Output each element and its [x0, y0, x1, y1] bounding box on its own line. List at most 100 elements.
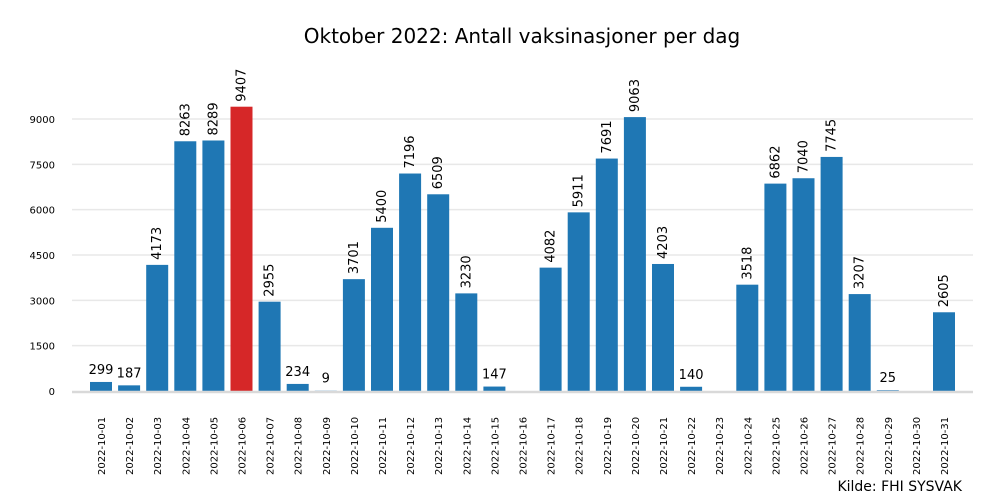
x-tick-label: 2022-10-25 — [771, 417, 782, 475]
bar-2022-10-20 — [623, 117, 646, 391]
y-tick-label: 4500 — [30, 251, 55, 262]
bar-2022-10-24 — [736, 284, 759, 391]
value-label: 234 — [285, 365, 310, 380]
bar-2022-10-22 — [680, 386, 703, 391]
bar-2022-10-15 — [483, 386, 506, 391]
y-tick-label: 9000 — [30, 115, 55, 126]
bar-2022-10-27 — [820, 156, 843, 391]
value-label: 6862 — [768, 146, 783, 179]
bar-2022-10-13 — [427, 194, 450, 391]
bar-2022-10-14 — [455, 293, 478, 391]
bar-2022-10-28 — [848, 294, 871, 391]
x-tick-label: 2022-10-05 — [209, 417, 220, 475]
x-tick-label: 2022-10-18 — [575, 417, 586, 475]
x-tick-label: 2022-10-08 — [294, 417, 305, 475]
x-tick-label: 2022-10-24 — [743, 417, 754, 475]
value-labels: 299 187 4173 8263 8289 9407 2955 234 9 3701 5400 71… — [89, 69, 952, 387]
x-tick-label: 2022-10-30 — [912, 417, 923, 475]
value-label: 7196 — [403, 135, 418, 168]
value-label: 6509 — [431, 156, 446, 189]
bar-2022-10-17 — [539, 267, 562, 391]
source-note: Kilde: FHI SYSVAK — [837, 479, 962, 495]
x-tick-label: 2022-10-10 — [350, 417, 361, 475]
bar-2022-10-05 — [202, 140, 225, 391]
x-tick-label: 2022-10-29 — [884, 417, 895, 475]
x-tick-label: 2022-10-21 — [659, 417, 670, 475]
x-tick-label: 2022-10-28 — [856, 417, 867, 475]
bar-2022-10-06 — [230, 106, 253, 391]
bar-2022-10-18 — [567, 212, 590, 391]
bar-2022-10-07 — [258, 301, 281, 391]
value-label: 2605 — [937, 274, 952, 307]
x-tick-label: 2022-10-14 — [462, 417, 473, 475]
value-label: 9063 — [628, 79, 643, 112]
value-label: 140 — [679, 368, 704, 383]
y-tick-label: 1500 — [30, 342, 55, 353]
bar-2022-10-04 — [174, 141, 197, 391]
bar-2022-10-31 — [933, 312, 955, 391]
x-tick-label: 2022-10-22 — [687, 417, 698, 475]
bar-2022-10-08 — [286, 383, 309, 391]
value-label: 3701 — [347, 241, 362, 274]
value-label: 9 — [322, 372, 330, 387]
value-label: 7745 — [825, 119, 840, 152]
value-label: 5911 — [572, 174, 587, 207]
value-label: 3207 — [853, 256, 868, 289]
x-tick-label: 2022-10-31 — [940, 417, 951, 475]
bar-2022-10-25 — [764, 183, 787, 391]
bar-2022-10-02 — [118, 385, 141, 391]
value-label: 3230 — [459, 255, 474, 288]
chart-title: Oktober 2022: Antall vaksinasjoner per d… — [304, 24, 740, 48]
y-tick-label: 3000 — [30, 296, 55, 307]
value-label: 4173 — [150, 227, 165, 260]
value-label: 299 — [89, 363, 114, 378]
y-tick-label: 6000 — [30, 206, 55, 217]
x-tick-label: 2022-10-01 — [97, 417, 108, 475]
bar-2022-10-26 — [792, 178, 815, 391]
bar-2022-10-11 — [371, 227, 393, 391]
x-tick-label: 2022-10-11 — [378, 417, 389, 475]
bar-2022-10-01 — [90, 381, 112, 391]
x-tick-label: 2022-10-02 — [125, 417, 136, 475]
bar-2022-10-21 — [652, 263, 674, 391]
x-tick-label: 2022-10-27 — [828, 417, 839, 475]
x-tick-label: 2022-10-23 — [715, 417, 726, 475]
value-label: 187 — [117, 366, 142, 381]
bar-2022-10-29 — [876, 390, 899, 391]
bar-2022-10-03 — [146, 264, 169, 391]
value-label: 147 — [482, 368, 507, 383]
value-label: 9407 — [235, 69, 250, 102]
value-label: 7691 — [600, 120, 615, 153]
y-axis: 0 1500 3000 4500 6000 7500 9000 — [30, 115, 55, 398]
value-label: 8263 — [178, 103, 193, 136]
value-label: 4203 — [656, 226, 671, 259]
x-tick-label: 2022-10-03 — [153, 417, 164, 475]
y-tick-label: 0 — [49, 387, 55, 398]
x-tick-label: 2022-10-19 — [603, 417, 614, 475]
x-tick-label: 2022-10-13 — [434, 417, 445, 475]
value-label: 2955 — [263, 264, 278, 297]
value-label: 4082 — [544, 230, 559, 263]
x-tick-label: 2022-10-07 — [266, 417, 277, 475]
value-label: 7040 — [797, 140, 812, 173]
x-axis: 2022-10-01 2022-10-02 2022-10-03 2022-10-04… — [97, 417, 951, 475]
x-tick-label: 2022-10-12 — [406, 417, 417, 475]
x-tick-label: 2022-10-04 — [181, 417, 192, 475]
x-tick-label: 2022-10-20 — [631, 417, 642, 475]
x-tick-label: 2022-10-15 — [490, 417, 501, 475]
bars — [90, 106, 955, 392]
value-label: 3518 — [740, 247, 755, 280]
x-tick-label: 2022-10-06 — [238, 417, 249, 475]
bar-2022-10-19 — [595, 158, 618, 391]
x-tick-label: 2022-10-16 — [519, 417, 530, 475]
bar-2022-10-10 — [342, 279, 365, 391]
x-tick-label: 2022-10-26 — [800, 417, 811, 475]
value-label: 8289 — [206, 102, 221, 135]
value-label: 5400 — [375, 190, 390, 223]
x-tick-label: 2022-10-09 — [322, 417, 333, 475]
value-label: 25 — [880, 371, 897, 386]
x-tick-label: 2022-10-17 — [547, 417, 558, 475]
bar-2022-10-12 — [399, 173, 422, 391]
y-tick-label: 7500 — [30, 160, 55, 171]
